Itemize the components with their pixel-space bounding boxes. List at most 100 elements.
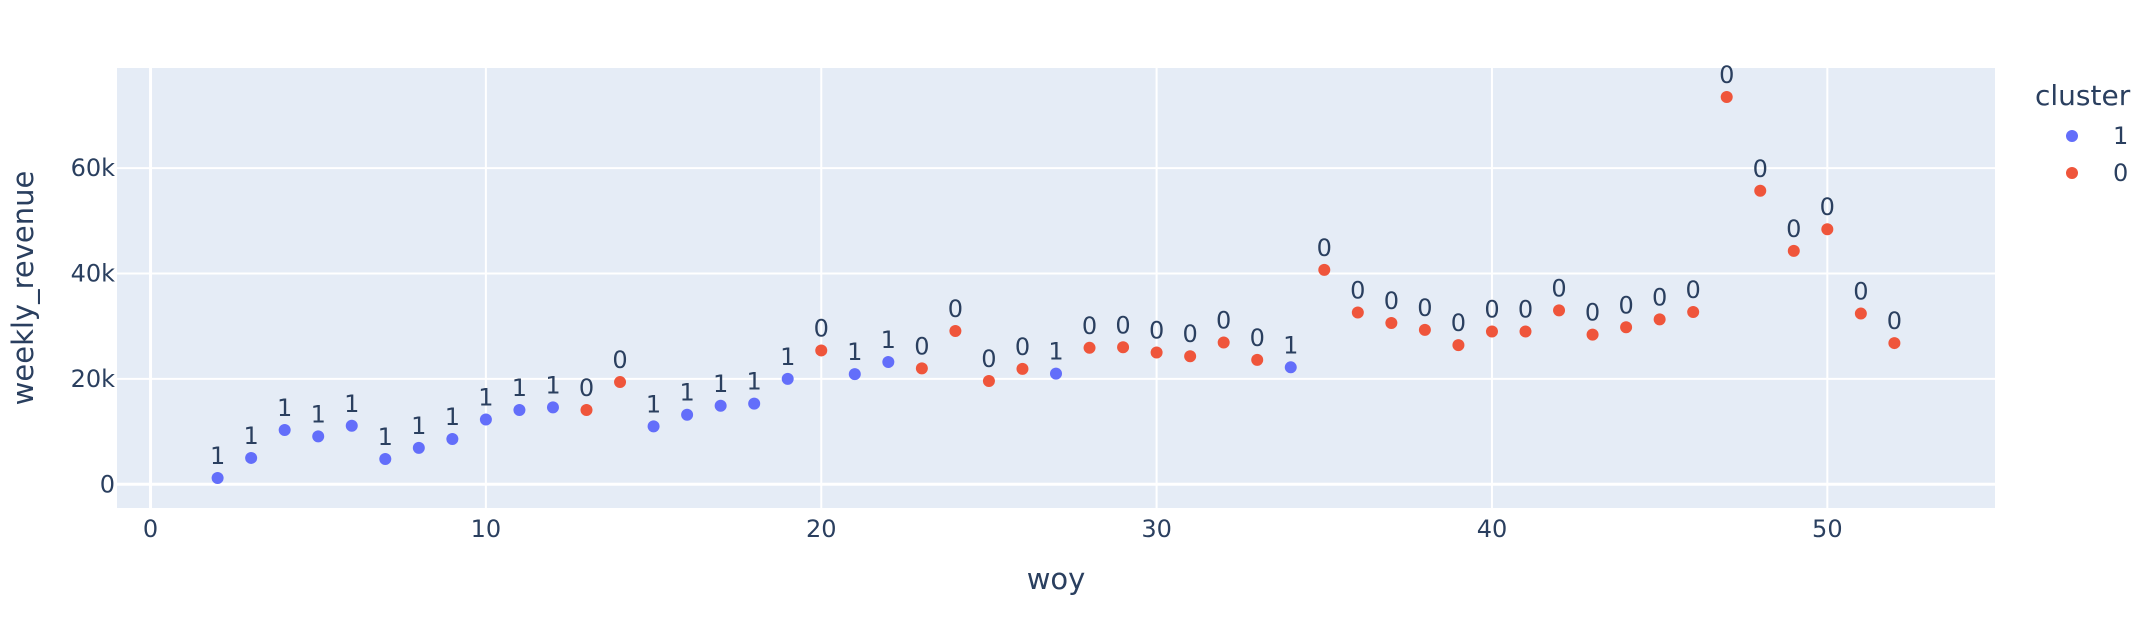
data-point[interactable] (1653, 313, 1666, 326)
data-label: 0 (579, 374, 594, 402)
data-point[interactable] (781, 372, 794, 385)
data-point[interactable] (1821, 223, 1834, 236)
data-label: 0 (1015, 333, 1030, 361)
data-label: 0 (1753, 155, 1768, 183)
data-label: 1 (545, 371, 560, 399)
data-point[interactable] (714, 399, 727, 412)
data-point[interactable] (848, 368, 861, 381)
data-point[interactable] (1787, 244, 1800, 257)
data-point[interactable] (1586, 328, 1599, 341)
data-point[interactable] (1083, 341, 1096, 354)
y-tick-label: 20k (71, 365, 116, 393)
data-point[interactable] (1117, 341, 1130, 354)
data-label: 1 (478, 383, 493, 411)
data-label: 1 (411, 412, 426, 440)
data-point[interactable] (1854, 307, 1867, 320)
data-point[interactable] (1217, 336, 1230, 349)
data-point[interactable] (1150, 346, 1163, 359)
data-label: 1 (277, 394, 292, 422)
x-tick-label: 10 (471, 515, 502, 543)
data-point[interactable] (1184, 350, 1197, 363)
data-point[interactable] (815, 344, 828, 357)
x-tick-label: 0 (143, 515, 158, 543)
data-label: 0 (981, 345, 996, 373)
data-point[interactable] (1519, 325, 1532, 338)
data-point[interactable] (278, 424, 291, 437)
data-label: 0 (1250, 324, 1265, 352)
data-point[interactable] (1318, 263, 1331, 276)
data-point[interactable] (1553, 304, 1566, 317)
data-point[interactable] (1754, 184, 1767, 197)
plot-background (117, 68, 1995, 508)
data-label: 1 (311, 400, 326, 428)
data-points (211, 90, 1901, 484)
data-point[interactable] (412, 441, 425, 454)
data-label: 0 (1384, 287, 1399, 315)
data-label: 1 (1283, 331, 1298, 359)
data-label: 0 (1317, 234, 1332, 262)
data-label: 0 (1887, 307, 1902, 335)
legend-items: 10 (2066, 122, 2128, 187)
data-point[interactable] (580, 403, 593, 416)
data-point[interactable] (1888, 337, 1901, 350)
data-point[interactable] (513, 403, 526, 416)
data-label: 1 (713, 370, 728, 398)
data-point[interactable] (1050, 367, 1062, 380)
data-point[interactable] (1016, 362, 1029, 375)
data-point[interactable] (379, 452, 392, 465)
data-label: 0 (1686, 276, 1701, 304)
data-label: 0 (1082, 312, 1097, 340)
data-label: 1 (847, 338, 862, 366)
data-point[interactable] (211, 471, 224, 484)
data-label: 0 (1149, 317, 1164, 345)
data-point[interactable] (546, 401, 559, 414)
data-point[interactable] (479, 413, 492, 426)
data-label: 0 (1518, 295, 1533, 323)
data-point[interactable] (915, 362, 928, 375)
data-label: 1 (244, 422, 259, 450)
legend-item[interactable]: 1 (2066, 122, 2128, 150)
data-point[interactable] (446, 432, 459, 445)
data-point[interactable] (1687, 305, 1700, 318)
data-label: 1 (344, 390, 359, 418)
data-point[interactable] (245, 451, 258, 464)
data-label: 0 (1451, 309, 1466, 337)
data-label: 0 (1585, 299, 1600, 327)
data-point[interactable] (949, 324, 962, 337)
data-point[interactable] (1385, 317, 1398, 330)
data-label: 0 (1786, 215, 1801, 243)
data-label: 1 (747, 368, 762, 396)
data-point[interactable] (748, 397, 761, 410)
data-point[interactable] (1485, 325, 1498, 338)
data-label: 1 (780, 343, 795, 371)
y-tick-label: 0 (100, 470, 115, 498)
data-label: 1 (378, 423, 393, 451)
data-point[interactable] (1284, 361, 1297, 374)
legend-item[interactable]: 0 (2066, 159, 2128, 187)
data-label: 1 (646, 390, 661, 418)
data-point[interactable] (1620, 321, 1633, 334)
data-point[interactable] (1251, 353, 1264, 366)
data-point[interactable] (1720, 90, 1733, 103)
data-label: 1 (1048, 338, 1063, 366)
data-point[interactable] (882, 356, 895, 369)
data-point[interactable] (982, 375, 995, 388)
y-axis-title: weekly_revenue (6, 171, 40, 406)
data-label: 0 (948, 295, 963, 323)
data-point[interactable] (345, 419, 358, 432)
data-point[interactable] (1418, 323, 1431, 336)
data-point[interactable] (647, 420, 660, 433)
data-point[interactable] (1351, 306, 1364, 319)
data-label: 0 (1183, 320, 1198, 348)
data-point[interactable] (614, 376, 627, 389)
data-point[interactable] (681, 408, 694, 421)
legend[interactable]: cluster 10 (2035, 79, 2131, 187)
data-label: 0 (1484, 295, 1499, 323)
y-axis-ticks: 0 20k 40k 60k (71, 154, 116, 498)
data-point[interactable] (1452, 339, 1465, 352)
data-label: 0 (1820, 193, 1835, 221)
x-axis-title: woy (1027, 562, 1086, 596)
legend-label: 0 (2113, 159, 2128, 187)
data-point[interactable] (312, 430, 325, 443)
